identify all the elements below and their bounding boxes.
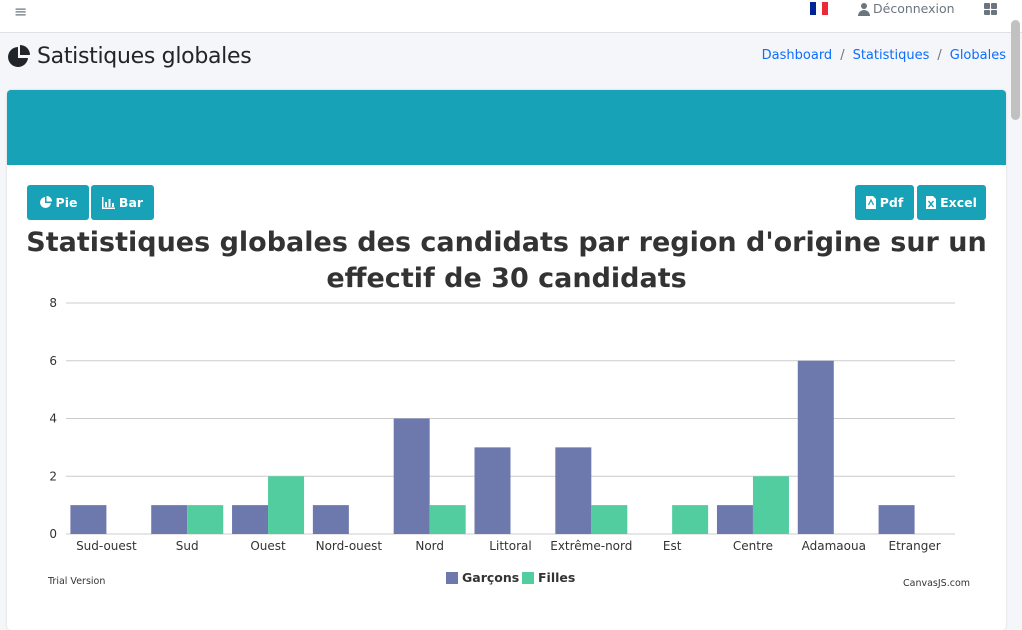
bar-garcons	[555, 447, 592, 534]
scrollbar-thumb[interactable]	[1011, 20, 1020, 120]
breadcrumb-dashboard[interactable]: Dashboard	[761, 48, 833, 63]
flag-stripe-blue	[810, 2, 816, 15]
flag-stripe-white	[816, 2, 822, 15]
bar-garcons	[393, 418, 430, 534]
breadcrumb-globales[interactable]: Globales	[949, 48, 1006, 63]
breadcrumb: Dashboard / Statistiques / Globales	[762, 48, 1006, 63]
legend-swatch	[446, 572, 458, 584]
y-tick-label: 4	[49, 412, 57, 426]
x-tick-label: Nord-ouest	[316, 539, 383, 553]
grid-icon[interactable]	[984, 3, 997, 15]
x-tick-label: Sud	[176, 539, 199, 553]
bar-garcons	[878, 505, 915, 534]
bar-filles	[429, 505, 466, 534]
bar-button[interactable]: Bar	[91, 185, 154, 220]
x-tick-label: Etranger	[889, 539, 941, 553]
chart-title: Statistiques globales des candidats par …	[26, 227, 987, 294]
stats-card: Pie Bar Pdf Excel Statistiques globales …	[7, 90, 1006, 630]
bar-garcons	[716, 505, 753, 534]
pdf-file-icon	[865, 196, 876, 209]
hamburger-icon[interactable]: ≡	[14, 2, 28, 21]
x-tick-label: Ouest	[250, 539, 286, 553]
top-navbar: ≡ Déconnexion	[0, 0, 1022, 33]
logout-link[interactable]: Déconnexion	[858, 1, 955, 16]
x-tick-label: Nord	[415, 539, 444, 553]
bar-garcons	[474, 447, 511, 534]
bar-chart: 0 2 4 6 8 Sud-ouest Sud Ouest Nord-ouest Nord Litt…	[49, 296, 955, 585]
page-title: Satistiques globales	[37, 44, 252, 69]
bar-garcons	[312, 505, 349, 534]
bar-garcons	[797, 360, 834, 534]
bar-filles	[752, 476, 789, 534]
bar-filles	[187, 505, 224, 534]
pie-button[interactable]: Pie	[27, 185, 89, 220]
flag-stripe-red	[822, 2, 828, 15]
y-tick-label: 8	[49, 296, 57, 310]
y-tick-label: 6	[49, 354, 57, 368]
x-tick-label: Littoral	[489, 539, 531, 553]
pie-chart-icon	[8, 44, 30, 67]
pie-button-label: Pie	[55, 195, 78, 210]
pdf-export-button[interactable]: Pdf	[855, 185, 914, 220]
canvasjs-credit[interactable]: CanvasJS.com	[903, 578, 971, 589]
french-flag-icon[interactable]	[810, 2, 828, 15]
breadcrumb-statistiques[interactable]: Statistiques	[852, 48, 930, 63]
x-tick-label: Extrême-nord	[550, 539, 632, 553]
bar-button-label: Bar	[118, 195, 144, 210]
bar-chart-icon	[101, 196, 115, 209]
bar-filles	[672, 505, 709, 534]
trial-version-label: Trial Version	[48, 576, 106, 587]
pdf-button-label: Pdf	[879, 195, 904, 210]
pie-chart-icon	[39, 196, 52, 208]
bar-garcons	[232, 505, 269, 534]
legend-label: Garçons	[462, 570, 519, 585]
x-tick-label: Est	[663, 539, 682, 553]
logout-label: Déconnexion	[873, 1, 955, 16]
breadcrumb-separator: /	[937, 48, 942, 63]
excel-button-label: Excel	[940, 195, 977, 210]
x-tick-label: Sud-ouest	[76, 539, 137, 553]
card-header	[7, 90, 1006, 165]
excel-export-button[interactable]: Excel	[917, 185, 986, 220]
page-header: Satistiques globales	[7, 44, 252, 69]
x-tick-label: Centre	[733, 539, 773, 553]
user-icon	[858, 2, 870, 16]
x-tick-label: Adamaoua	[802, 539, 866, 553]
legend-label: Filles	[538, 570, 575, 585]
bar-filles	[268, 476, 305, 534]
y-tick-label: 0	[49, 527, 57, 541]
y-tick-label: 2	[49, 469, 57, 483]
excel-file-icon	[926, 196, 937, 209]
legend-swatch	[522, 572, 534, 584]
bar-garcons	[70, 505, 107, 534]
breadcrumb-separator: /	[840, 48, 845, 63]
bar-garcons	[151, 505, 188, 534]
bar-filles	[591, 505, 628, 534]
